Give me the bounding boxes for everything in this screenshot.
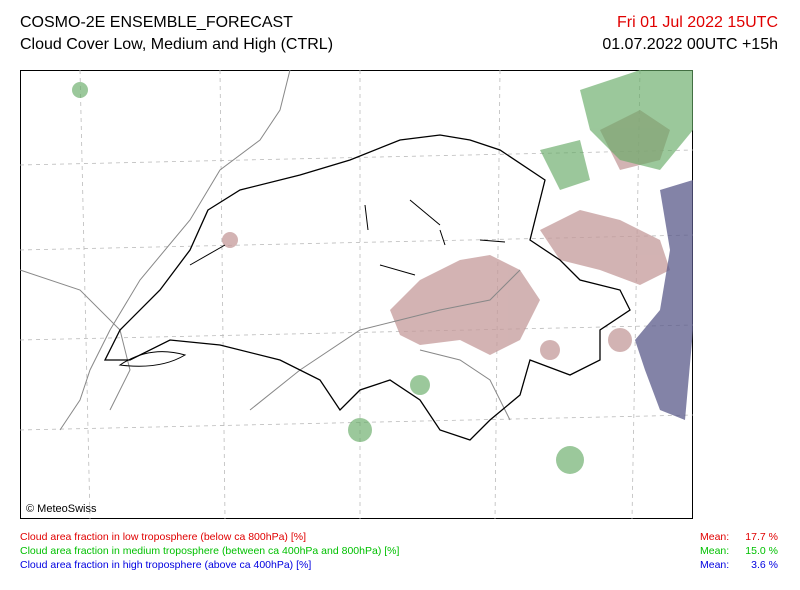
mean-label: Mean: <box>700 559 730 571</box>
mean-label: Mean: <box>700 531 730 543</box>
title: COSMO-2E ENSEMBLE_FORECAST <box>20 14 293 31</box>
mean-value: 3.6 % <box>751 559 778 571</box>
medium-cloud <box>72 70 693 474</box>
mean-value: 15.0 % <box>745 545 778 557</box>
legend-high: Cloud area fraction in high troposphere … <box>20 559 312 571</box>
legend-medium: Cloud area fraction in medium tropospher… <box>20 545 400 557</box>
map: © MeteoSwiss <box>20 70 694 520</box>
country-border <box>103 134 631 441</box>
lakes <box>118 199 506 367</box>
mean-value: 17.7 % <box>745 531 778 543</box>
subtitle: Cloud Cover Low, Medium and High (CTRL) <box>20 36 334 53</box>
map-frame <box>20 70 693 519</box>
legend-low: Cloud area fraction in low troposphere (… <box>20 531 306 543</box>
credit: © MeteoSwiss <box>26 503 97 515</box>
valid-time: Fri 01 Jul 2022 15UTC <box>617 14 778 31</box>
mean-label: Mean: <box>700 545 730 557</box>
high-cloud <box>635 180 693 420</box>
run-time: 01.07.2022 00UTC +15h <box>602 36 778 53</box>
